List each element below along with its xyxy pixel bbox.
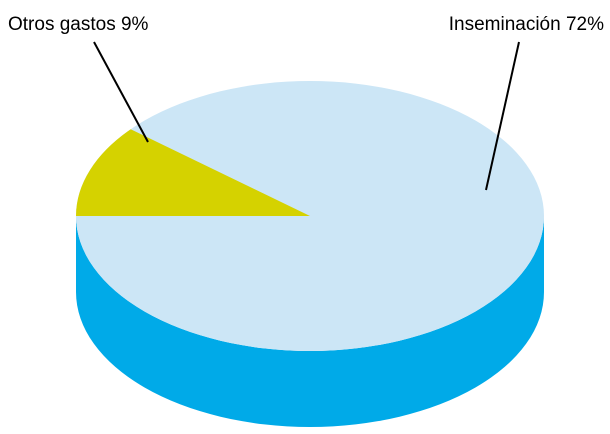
- slice-side-inseminacion: [76, 216, 544, 427]
- slice-label-inseminacion: Inseminación 72%: [449, 14, 604, 35]
- slice-top-otros-gastos: [76, 129, 310, 216]
- pie-top-face: [76, 81, 544, 351]
- cylinder-side: [76, 216, 544, 427]
- slice-labels: Inseminación 72% Otros gastos 9%: [8, 14, 604, 191]
- leader-line-inseminacion: [485, 41, 520, 191]
- leader-line-otros-gastos: [93, 41, 149, 143]
- slice-label-otros-gastos: Otros gastos 9%: [8, 14, 149, 35]
